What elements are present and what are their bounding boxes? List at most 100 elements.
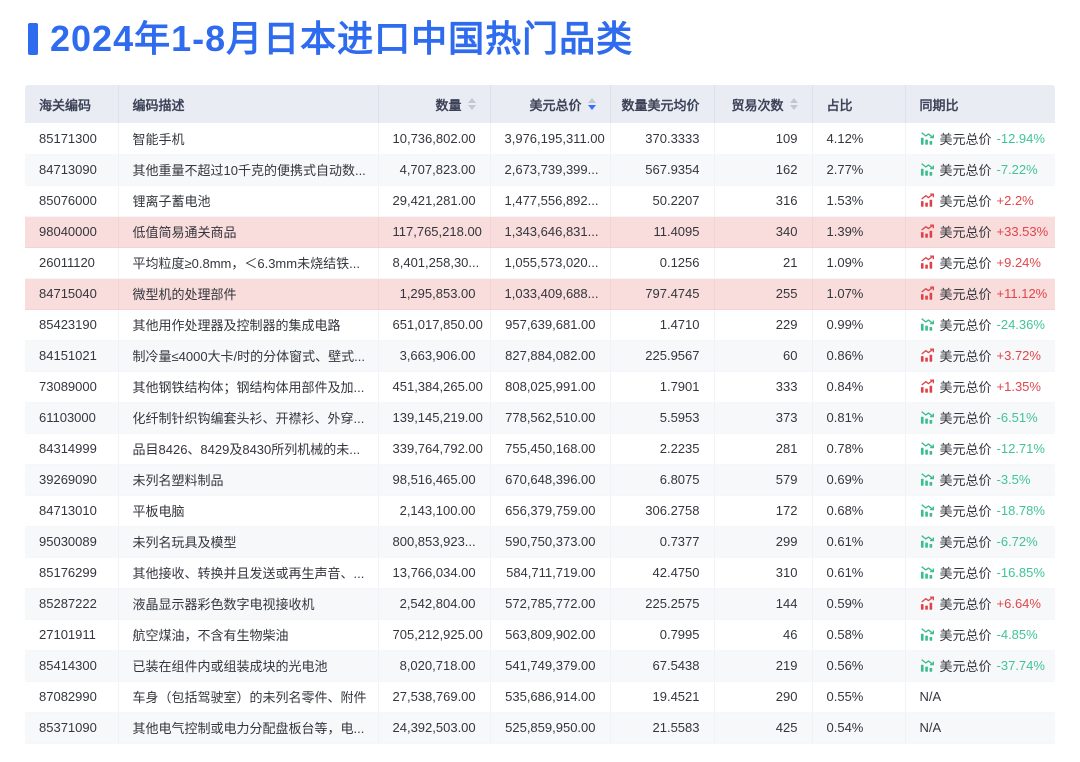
column-header-quantity[interactable]: 数量 [378,85,491,124]
table-row[interactable]: 85371090 其他电气控制或电力分配盘板台等，电... 24,392,503.0… [25,712,1055,744]
table-row[interactable]: 61103000 化纤制针织钩编套头衫、开襟衫、外穿... 139,145,219.… [25,402,1055,434]
trend-down-icon [920,627,935,642]
cell-yoy: 美元总价 -6.72% [905,526,1055,558]
cell-avg-price: 567.9354 [610,154,715,186]
yoy-indicator: 美元总价 -37.74% [920,656,1045,675]
cell-customs-code: 39269090 [25,464,119,496]
table-row[interactable]: 73089000 其他钢铁结构体；钢结构体用部件及加... 451,384,265.… [25,371,1055,403]
cell-avg-price: 21.5583 [610,712,715,744]
cell-yoy: 美元总价 +1.35% [905,371,1055,403]
yoy-indicator: 美元总价 -24.36% [920,315,1045,334]
yoy-metric-label: 美元总价 [939,627,992,643]
cell-trade-count: 333 [714,371,813,403]
cell-trade-count: 299 [714,526,813,558]
yoy-indicator: 美元总价 +2.2% [920,191,1034,210]
yoy-metric-label: 美元总价 [939,317,992,333]
yoy-indicator: 美元总价 -6.72% [920,532,1038,551]
cell-yoy: 美元总价 -18.78% [905,495,1055,527]
table-row[interactable]: 84314999 品目8426、8429及8430所列机械的未... 339,764… [25,433,1055,465]
header-row: 海关编码 编码描述 数量 美元总价 [25,85,1055,124]
yoy-metric-label: 美元总价 [939,441,992,457]
yoy-value: -12.94% [996,130,1045,146]
table-body: 85171300 智能手机 10,736,802.00 3,976,195,311.0… [25,123,1055,744]
cell-share: 0.56% [812,650,906,682]
trend-down-icon [920,441,935,456]
yoy-value: -37.74% [996,657,1045,673]
cell-customs-code: 84713010 [25,495,119,527]
cell-usd-total: 778,562,510.00 [490,402,611,434]
cell-customs-code: 85287222 [25,588,119,620]
trend-down-icon [920,317,935,332]
cell-quantity: 24,392,503.00 [378,712,491,744]
cell-yoy: 美元总价 -6.51% [905,402,1055,434]
table-row[interactable]: 85176299 其他接收、转换并且发送或再生声音、... 13,766,034.0… [25,557,1055,589]
cell-usd-total: 1,477,556,892... [490,185,611,217]
sort-icon-active-desc[interactable] [587,98,596,111]
trend-down-icon [920,565,935,580]
cell-customs-code: 73089000 [25,371,119,403]
cell-trade-count: 229 [714,309,813,341]
cell-quantity: 98,516,465.00 [378,464,491,496]
cell-share: 1.53% [812,185,906,217]
yoy-value: +33.53% [996,223,1049,239]
table-row[interactable]: 39269090 未列名塑料制品 98,516,465.00 670,648,396.… [25,464,1055,496]
table-row[interactable]: 85423190 其他用作处理器及控制器的集成电路 651,017,850.00 95… [25,309,1055,341]
cell-yoy: 美元总价 -37.74% [905,650,1055,682]
cell-usd-total: 957,639,681.00 [490,309,611,341]
cell-description: 未列名玩具及模型 [118,526,379,558]
table-row[interactable]: 87082990 车身（包括驾驶室）的未列名零件、附件 27,538,769.00 5… [25,681,1055,713]
cell-trade-count: 60 [714,340,813,372]
cell-trade-count: 310 [714,557,813,589]
table-row[interactable]: 84715040 微型机的处理部件 1,295,853.00 1,033,409,68… [25,278,1055,310]
cell-description: 化纤制针织钩编套头衫、开襟衫、外穿... [118,402,379,434]
cell-description: 其他用作处理器及控制器的集成电路 [118,309,379,341]
cell-trade-count: 172 [714,495,813,527]
cell-yoy: 美元总价 +11.12% [905,278,1055,310]
yoy-metric-label: 美元总价 [939,410,992,426]
yoy-metric-label: 美元总价 [939,224,992,240]
yoy-indicator: 美元总价 +1.35% [920,377,1041,396]
cell-quantity: 705,212,925.00 [378,619,491,651]
cell-customs-code: 95030089 [25,526,119,558]
cell-share: 0.99% [812,309,906,341]
sort-icon[interactable] [467,98,476,111]
yoy-metric-label: 美元总价 [939,255,992,271]
cell-description: 液晶显示器彩色数字电视接收机 [118,588,379,620]
table-row[interactable]: 84713090 其他重量不超过10千克的便携式自动数... 4,707,823.0… [25,154,1055,186]
table-row[interactable]: 84713010 平板电脑 2,143,100.00 656,379,759.00 30… [25,495,1055,527]
cell-yoy: N/A [905,712,1055,744]
yoy-indicator: 美元总价 +9.24% [920,253,1041,272]
cell-usd-total: 3,976,195,311.00 [490,123,611,155]
table-row[interactable]: 85414300 已装在组件内或组装成块的光电池 8,020,718.00 541,7… [25,650,1055,682]
yoy-indicator: 美元总价 -7.22% [920,160,1038,179]
column-header-usd-total[interactable]: 美元总价 [490,85,611,124]
table-row[interactable]: 85287222 液晶显示器彩色数字电视接收机 2,542,804.00 572,78… [25,588,1055,620]
table-row[interactable]: 85171300 智能手机 10,736,802.00 3,976,195,311.0… [25,123,1055,155]
column-header-trade-count[interactable]: 贸易次数 [714,85,813,124]
yoy-value: -3.5% [996,471,1031,487]
cell-yoy: N/A [905,681,1055,713]
table-row[interactable]: 98040000 低值简易通关商品 117,765,218.00 1,343,646,… [25,216,1055,248]
cell-usd-total: 755,450,168.00 [490,433,611,465]
column-label: 编码描述 [132,97,185,113]
table-row[interactable]: 85076000 锂离子蓄电池 29,421,281.00 1,477,556,892… [25,185,1055,217]
table-row[interactable]: 27101911 航空煤油，不含有生物柴油 705,212,925.00 563,80… [25,619,1055,651]
cell-quantity: 3,663,906.00 [378,340,491,372]
table-row[interactable]: 84151021 制冷量≤4000大卡/时的分体窗式、壁式... 3,663,906… [25,340,1055,372]
cell-description: 其他接收、转换并且发送或再生声音、... [118,557,379,589]
cell-share: 0.69% [812,464,906,496]
yoy-metric-label: 美元总价 [939,565,992,581]
cell-quantity: 13,766,034.00 [378,557,491,589]
yoy-value: -24.36% [996,316,1045,332]
cell-description: 其他重量不超过10千克的便携式自动数... [118,154,379,186]
sort-icon[interactable] [789,98,798,111]
cell-avg-price: 0.7377 [610,526,715,558]
cell-share: 0.81% [812,402,906,434]
table-row[interactable]: 26011120 平均粒度≥0.8mm，＜6.3mm未烧结铁... 8,401,25… [25,247,1055,279]
column-label: 数量美元均价 [621,97,700,113]
yoy-indicator: 美元总价 +11.12% [920,284,1047,303]
cell-description: 制冷量≤4000大卡/时的分体窗式、壁式... [118,340,379,372]
table-row[interactable]: 95030089 未列名玩具及模型 800,853,923... 590,750,37… [25,526,1055,558]
cell-usd-total: 808,025,991.00 [490,371,611,403]
trend-up-icon [920,348,935,363]
